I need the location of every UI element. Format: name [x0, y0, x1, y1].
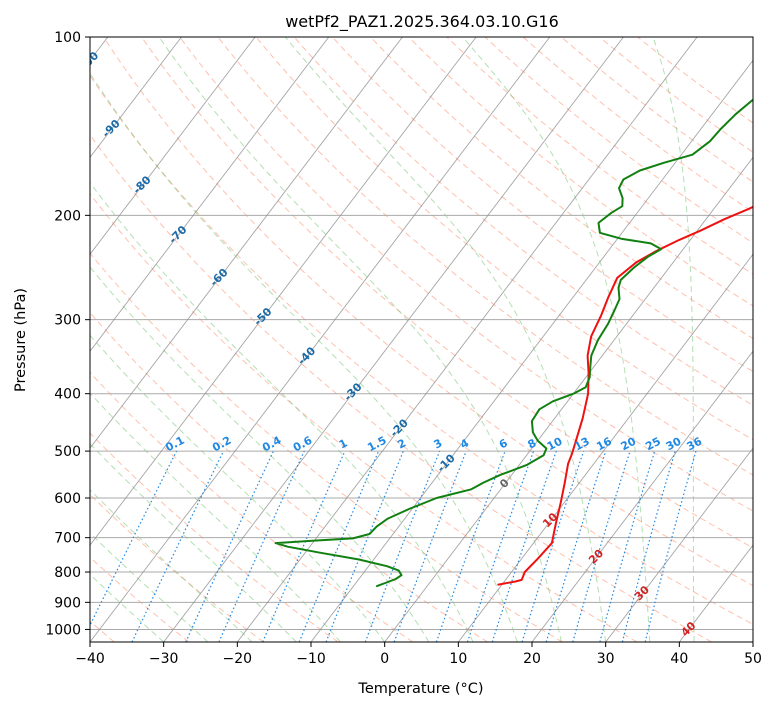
mixing-ratio-line: [393, 450, 467, 642]
y-axis-title: Pressure (hPa): [13, 288, 29, 392]
isotherm-line: [384, 156, 753, 642]
moist-adiabat-line: [652, 37, 695, 642]
mixing-ratio-line: [218, 450, 305, 642]
moist-adiabat-line: [462, 37, 651, 642]
moist-adiabat-line: [158, 37, 562, 642]
isotherm-line: [531, 350, 753, 642]
y-tick-label: 400: [54, 387, 81, 403]
dry-adiabats: [90, 37, 753, 642]
x-tick-label: 40: [670, 651, 688, 667]
moist-adiabat-line: [90, 489, 253, 642]
x-tick-label: 30: [597, 651, 615, 667]
mixing-ratio-line: [364, 450, 441, 642]
y-axis: 1000 900 800 700 600 500 400 300 200 100: [45, 30, 90, 638]
moist-adiabat-line: [90, 181, 474, 642]
mixing-ratio-line: [599, 450, 656, 642]
moist-adiabat-line: [90, 532, 209, 642]
y-tick-label: 200: [54, 208, 81, 224]
dry-adiabat-line: [90, 252, 563, 642]
moist-adiabat-line: [90, 573, 165, 642]
x-tick-label: −20: [223, 651, 253, 667]
x-tick-label: 0: [380, 651, 389, 667]
dry-adiabat-line: [102, 37, 753, 587]
isotherm-line: [90, 37, 551, 642]
y-tick-label: 900: [54, 595, 81, 611]
mixing-ratio-line: [90, 450, 178, 627]
x-tick-label: 10: [449, 651, 467, 667]
moist-adiabat-line: [90, 334, 386, 642]
moist-adiabat-line: [90, 443, 297, 642]
y-tick-label: 300: [54, 313, 81, 329]
dry-adiabat-line: [331, 37, 753, 373]
dry-adiabat-line: [369, 37, 753, 340]
temperature-profile-line: [497, 205, 753, 586]
x-tick-label: 50: [744, 651, 762, 667]
dry-adiabat-line: [90, 74, 753, 625]
plot-frame: [89, 36, 754, 643]
mixing-ratio-line: [262, 450, 346, 642]
dry-adiabat-line: [179, 37, 753, 512]
mixing-ratio-line: [298, 450, 380, 642]
mixing-ratio-label: 16: [594, 435, 614, 454]
mixing-ratio-line: [521, 450, 585, 642]
mixing-ratio-lines: [90, 450, 697, 642]
mixing-ratio-line: [466, 450, 535, 642]
mixing-ratio-label: 10: [545, 435, 565, 454]
moist-adiabat-line: [90, 266, 430, 642]
dry-adiabat-line: [140, 37, 753, 549]
isotherm-line: [457, 253, 753, 642]
moist-adiabat-line: [90, 72, 518, 642]
x-tick-label: −40: [75, 651, 105, 667]
dry-adiabat-line: [293, 37, 753, 406]
y-tick-label: 100: [54, 30, 81, 46]
mixing-ratio-line: [435, 450, 506, 642]
dry-adiabat-line: [90, 432, 339, 642]
isobar-gridlines: [90, 37, 753, 630]
mixing-ratio-labels: 0.1 0.2 0.4 0.6 1 1.5 2 3 4 6 8 10 13 16 20 25 30 36: [163, 434, 704, 455]
mixing-ratio-line: [644, 450, 697, 642]
mixing-ratio-line: [545, 450, 607, 642]
y-tick-label: 600: [54, 491, 81, 507]
mixing-ratio-label: 36: [685, 435, 705, 454]
dewpoint-profile-line: [274, 98, 753, 588]
plot-area: -100-90-80-70-60-50-40-30-20-10010203040…: [73, 37, 753, 642]
y-tick-label: 800: [54, 565, 81, 581]
mixing-ratio-label: 20: [619, 435, 639, 454]
x-axis: −40 −30 −20 −10 0 10 20 30 40 50: [75, 642, 762, 667]
chart-title: wetPf2_PAZ1.2025.364.03.10.G16: [285, 12, 559, 32]
isotherm-line: [90, 37, 256, 256]
isotherm-lines: [90, 37, 753, 642]
isotherm-line: [90, 37, 477, 546]
mixing-ratio-label: 25: [643, 435, 663, 454]
mixing-ratio-label: 13: [572, 435, 592, 454]
x-tick-label: 20: [523, 651, 541, 667]
mixing-ratio-line: [491, 450, 557, 642]
mixing-ratio-line: [621, 450, 676, 642]
mixing-ratio-label: 30: [664, 435, 684, 454]
isotherm-label: -100: [73, 49, 102, 78]
moist-adiabat-line: [285, 37, 607, 642]
isotherm-line: [90, 37, 182, 159]
isotherm-line: [310, 59, 753, 642]
mixing-ratio-line: [325, 450, 404, 642]
y-tick-label: 500: [54, 444, 81, 460]
dry-adiabat-line: [90, 193, 638, 642]
profiles: [274, 98, 753, 588]
x-tick-label: −30: [149, 651, 179, 667]
dry-adiabat-line: [90, 134, 712, 642]
isotherm-line: [90, 37, 330, 352]
y-tick-label: 700: [54, 531, 81, 547]
isotherm-line: [163, 37, 624, 642]
x-tick-label: −10: [296, 651, 326, 667]
moist-adiabats: [90, 37, 695, 642]
isotherm-line: [90, 37, 403, 449]
isotherm-line: [605, 447, 753, 642]
moist-adiabat-line: [90, 392, 341, 642]
y-tick-label: 1000: [45, 622, 81, 638]
mixing-ratio-line: [572, 450, 631, 642]
x-axis-title: Temperature (°C): [357, 681, 483, 697]
